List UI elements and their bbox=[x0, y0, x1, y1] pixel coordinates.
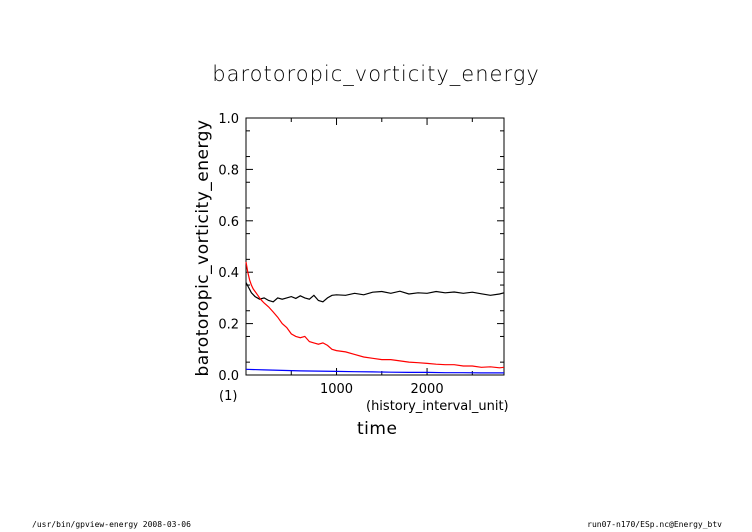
y-axis-unit: (1) bbox=[219, 389, 238, 404]
y-tick-label: 0.0 bbox=[218, 369, 239, 384]
footer-right-text: run07-n170/ESp.nc@Energy_btv bbox=[587, 520, 722, 529]
series-line-1 bbox=[245, 261, 505, 369]
x-tick-label: 1000 bbox=[320, 382, 353, 397]
series-line-2 bbox=[245, 368, 504, 374]
plot-frame bbox=[245, 117, 505, 376]
footer-left-text: /usr/bin/gpview-energy 2008-03-06 bbox=[32, 520, 191, 529]
x-tick-label: 2000 bbox=[411, 382, 444, 397]
y-tick-label: 0.4 bbox=[218, 266, 239, 281]
series-line-0 bbox=[245, 282, 505, 303]
y-tick-label: 0.2 bbox=[218, 318, 239, 333]
x-axis-unit: (history_interval_unit) bbox=[366, 399, 509, 414]
chart-title: barotoropic_vorticity_energy bbox=[212, 62, 540, 86]
x-axis-label: time bbox=[357, 419, 398, 439]
y-tick-label: 0.6 bbox=[218, 215, 239, 230]
y-tick-label: 1.0 bbox=[218, 112, 239, 127]
y-axis-label: barotoropic_vorticity_energy bbox=[193, 119, 213, 377]
y-tick-label: 0.8 bbox=[218, 163, 239, 178]
